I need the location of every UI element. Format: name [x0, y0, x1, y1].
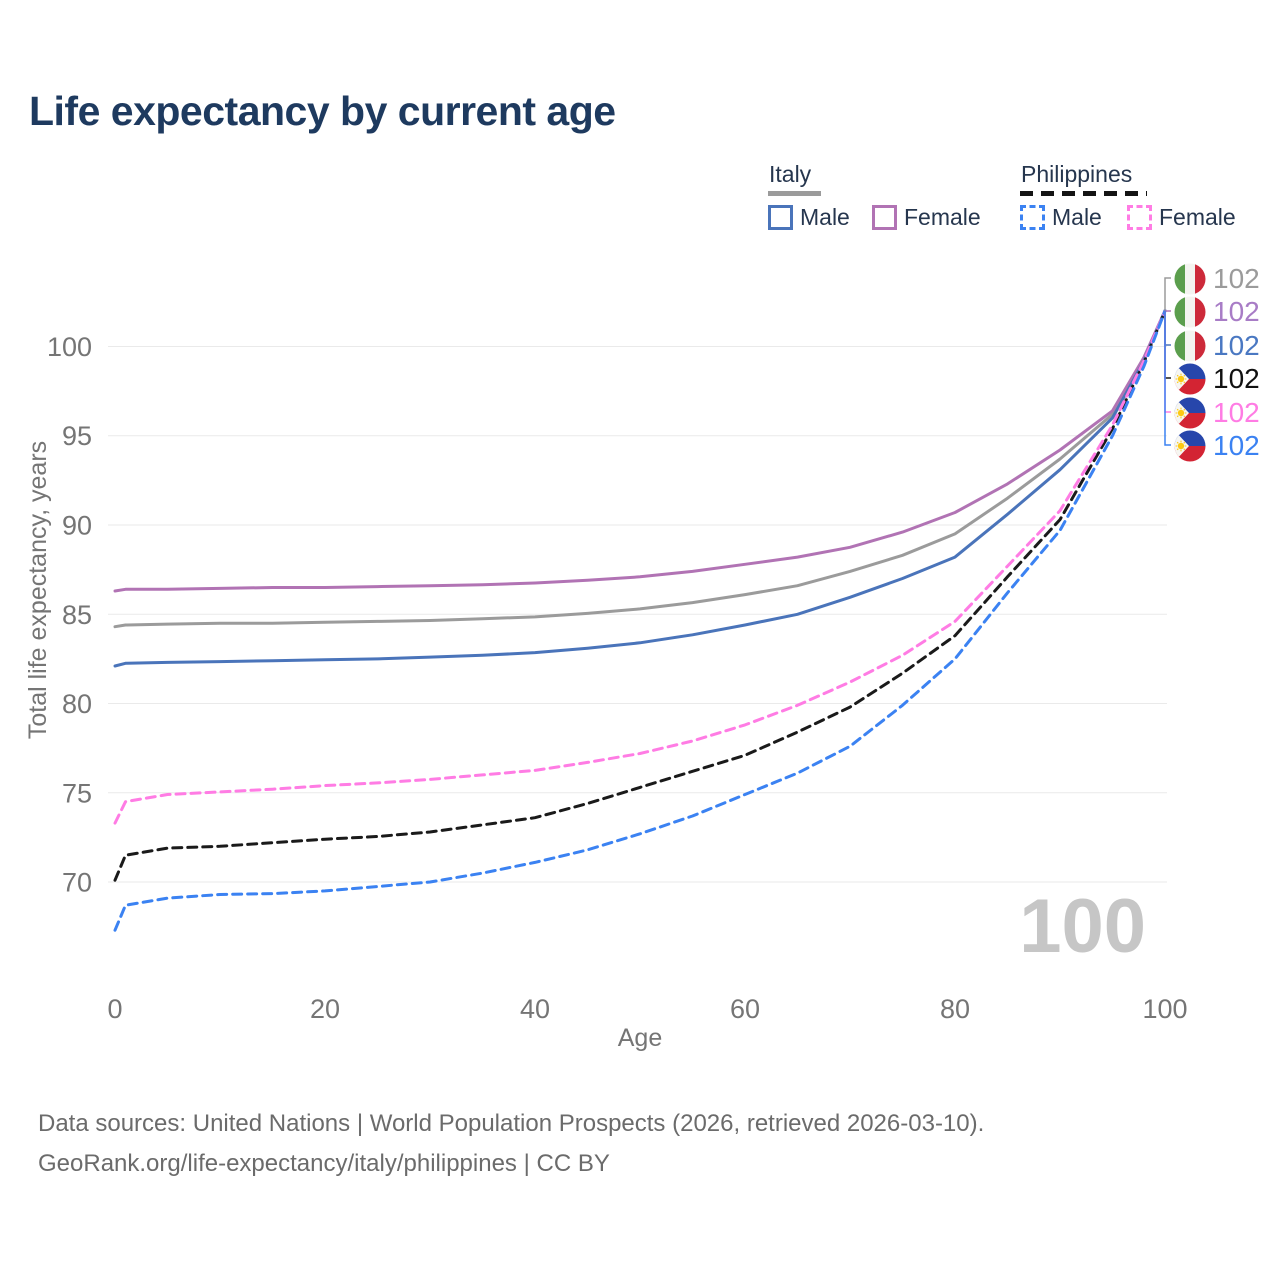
end-label-philippines-all: 102 — [1174, 362, 1260, 395]
philippines-flag-icon — [1174, 397, 1206, 429]
end-value: 102 — [1213, 263, 1260, 294]
legend-philippines-header: Philippines — [1021, 161, 1132, 188]
footer: Data sources: United Nations | World Pop… — [38, 1104, 984, 1184]
end-value: 102 — [1213, 296, 1260, 327]
end-value: 102 — [1213, 330, 1260, 361]
y-tick-95: 95 — [62, 421, 92, 451]
end-label-italy-female: 102 — [1174, 295, 1260, 328]
end-value: 102 — [1213, 363, 1260, 394]
series-line-phil-male — [113, 309, 1167, 932]
end-label-italy-all: 102 — [1174, 262, 1260, 295]
legend-philippines-female-label: Female — [1159, 204, 1236, 230]
x-tick-20: 20 — [310, 994, 340, 1024]
philippines-flag-icon — [1174, 430, 1206, 462]
series-line-italy-all — [113, 309, 1167, 629]
legend-item-philippines-female[interactable]: Female — [1127, 204, 1236, 231]
series-line-phil-all — [113, 309, 1167, 882]
end-label-philippines-female: 102 — [1174, 396, 1260, 429]
legend-philippines-underline — [1020, 191, 1147, 196]
x-tick-40: 40 — [520, 994, 550, 1024]
italy-flag-icon — [1174, 330, 1206, 362]
end-value: 102 — [1213, 397, 1260, 428]
legend-item-philippines-male[interactable]: Male — [1020, 204, 1102, 231]
italy-male-swatch-icon — [768, 205, 793, 230]
legend-philippines-label: Philippines — [1021, 161, 1133, 187]
end-value: 102 — [1213, 430, 1260, 461]
y-tick-80: 80 — [62, 689, 92, 719]
series-line-italy-male — [113, 309, 1167, 668]
x-tick-100: 100 — [1142, 994, 1187, 1024]
italy-flag-icon — [1174, 296, 1206, 328]
legend-philippines-male-label: Male — [1052, 204, 1102, 230]
y-tick-70: 70 — [62, 868, 92, 898]
y-tick-85: 85 — [62, 600, 92, 630]
footer-data-sources: Data sources: United Nations | World Pop… — [38, 1110, 985, 1137]
label-leader-lines — [1164, 277, 1171, 446]
end-label-italy-male: 102 — [1174, 329, 1260, 362]
axis-ticks: 70 75 80 85 90 95 100 0 20 40 60 80 100 — [47, 332, 1188, 1024]
series-line-phil-female — [113, 309, 1167, 825]
series-line-italy-female — [113, 309, 1167, 593]
leader-line-phil-female — [1164, 310, 1171, 413]
philippines-flag-icon — [1174, 363, 1206, 395]
gridlines — [108, 346, 1167, 883]
leader-line-italy-all — [1164, 277, 1171, 311]
x-tick-60: 60 — [730, 994, 760, 1024]
x-tick-80: 80 — [940, 994, 970, 1024]
x-axis-title: Age — [618, 1024, 662, 1052]
watermark: 100 — [1019, 884, 1146, 969]
legend-italy-male-label: Male — [800, 204, 850, 230]
end-label-philippines-male: 102 — [1174, 429, 1260, 462]
italy-flag-icon — [1174, 263, 1206, 295]
legend-italy-label: Italy — [769, 161, 812, 187]
leader-line-phil-male — [1164, 310, 1171, 446]
x-tick-0: 0 — [107, 994, 122, 1024]
legend-italy-female-label: Female — [904, 204, 981, 230]
y-tick-100: 100 — [47, 332, 92, 362]
data-series-lines — [113, 309, 1167, 932]
legend-italy-underline — [768, 191, 821, 196]
footer-attribution: GeoRank.org/life-expectancy/italy/philip… — [38, 1150, 610, 1177]
y-tick-75: 75 — [62, 778, 92, 808]
italy-female-swatch-icon — [872, 205, 897, 230]
philippines-female-swatch-icon — [1127, 205, 1152, 230]
y-tick-90: 90 — [62, 511, 92, 541]
y-axis-title: Total life expectancy, years — [24, 441, 52, 739]
leader-line-italy-male — [1164, 310, 1171, 346]
philippines-male-swatch-icon — [1020, 205, 1045, 230]
legend-italy-header: Italy — [769, 161, 811, 188]
page-title: Life expectancy by current age — [29, 88, 616, 134]
legend-item-italy-male[interactable]: Male — [768, 204, 850, 231]
legend-item-italy-female[interactable]: Female — [872, 204, 981, 231]
